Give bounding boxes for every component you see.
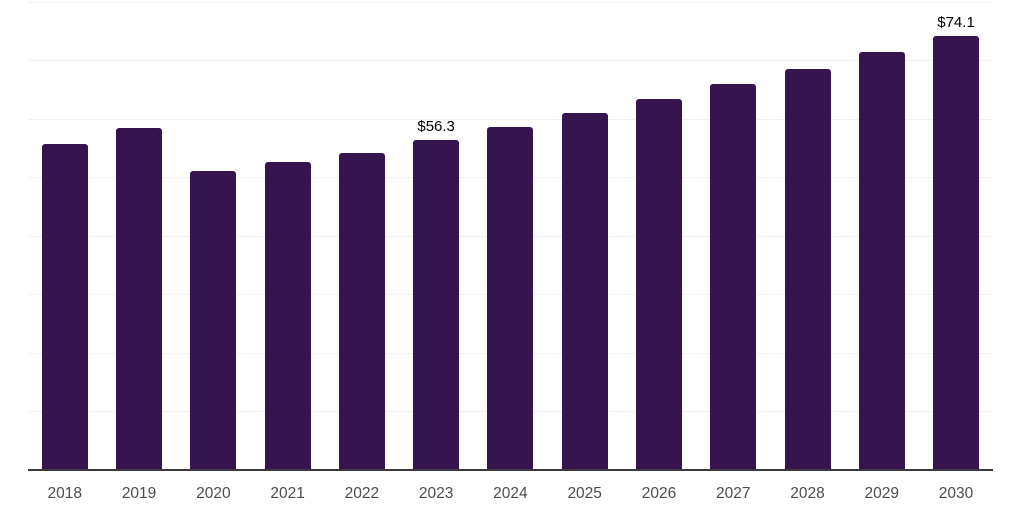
bar-2020 xyxy=(190,170,237,470)
bar-2030 xyxy=(933,36,980,470)
bar-2022 xyxy=(338,153,385,470)
x-tick-label-2025: 2025 xyxy=(567,485,602,502)
bar-2029 xyxy=(858,51,905,470)
bar-value-label-2023: $56.3 xyxy=(417,118,455,136)
x-tick-label-2020: 2020 xyxy=(196,485,231,502)
x-tick-label-2021: 2021 xyxy=(270,485,305,502)
bar-value-label-2030: $74.1 xyxy=(937,14,975,32)
x-tick-label-2024: 2024 xyxy=(493,485,528,502)
x-tick-label-2030: 2030 xyxy=(938,485,974,502)
bar-2018 xyxy=(41,143,88,470)
x-tick-label-2026: 2026 xyxy=(641,485,677,502)
bar-2023 xyxy=(413,140,460,470)
x-tick-label-2018: 2018 xyxy=(47,485,83,502)
x-tick-label-2019: 2019 xyxy=(121,485,157,502)
gridline-70 xyxy=(28,60,993,62)
x-tick-label-2029: 2029 xyxy=(864,485,899,502)
bar-2019 xyxy=(116,127,163,470)
bar-2024 xyxy=(487,127,534,470)
gridline-80 xyxy=(28,1,993,3)
x-axis-line xyxy=(28,468,993,471)
bar-2028 xyxy=(784,69,831,470)
x-tick-label-2027: 2027 xyxy=(715,485,751,502)
bar-2027 xyxy=(710,84,757,470)
bar-2026 xyxy=(635,99,682,470)
bar-2021 xyxy=(264,162,311,470)
x-tick-label-2022: 2022 xyxy=(344,485,380,502)
x-tick-label-2023: 2023 xyxy=(418,485,454,502)
gridline-60 xyxy=(28,118,993,120)
bar-2025 xyxy=(561,112,608,470)
x-tick-label-2028: 2028 xyxy=(790,485,825,502)
